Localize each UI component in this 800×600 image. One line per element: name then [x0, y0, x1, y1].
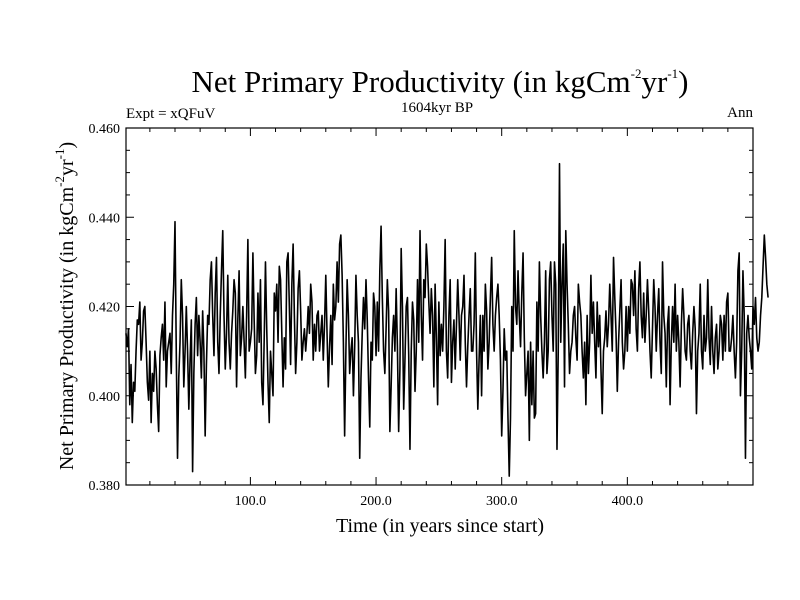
y-axis-ticks: 0.380 0.400 0.420 0.440 0.460: [89, 122, 753, 494]
chart-title-main: Net Primary Productivity (in kgCm: [192, 64, 631, 99]
y-label-exp2: -1: [52, 149, 67, 160]
experiment-label: Expt = xQFuV: [126, 106, 215, 122]
chart-title-end: ): [678, 64, 688, 99]
y-tick-label: 0.400: [89, 390, 121, 405]
y-label-end: ): [56, 142, 78, 149]
season-label: Ann: [727, 105, 753, 121]
chart-title-exp1: -2: [631, 66, 642, 81]
x-tick-label: 100.0: [235, 494, 267, 509]
y-tick-label: 0.420: [89, 301, 121, 316]
chart-title-mid: yr: [641, 64, 668, 99]
x-tick-label: 200.0: [360, 494, 392, 509]
y-tick-label: 0.440: [89, 211, 121, 226]
period-label: 1604kyr BP: [401, 100, 473, 116]
npp-series-line: [125, 162, 769, 477]
x-tick-label: 400.0: [612, 494, 644, 509]
y-tick-label: 0.380: [89, 479, 121, 494]
chart-title-exp2: -1: [667, 66, 678, 81]
y-label-main: Net Primary Productivity (in kgCm: [56, 186, 78, 470]
x-axis-label: Time (in years since start): [336, 515, 544, 537]
y-tick-label: 0.460: [89, 122, 121, 137]
chart-title: Net Primary Productivity (in kgCm-2yr-1): [192, 64, 689, 99]
y-axis-label: Net Primary Productivity (in kgCm-2yr-1): [52, 142, 78, 470]
x-axis-ticks: 100.0 200.0 300.0 400.0: [149, 128, 754, 509]
y-label-mid: yr: [56, 159, 78, 176]
x-tick-label: 300.0: [486, 494, 518, 509]
y-label-exp1: -2: [52, 176, 67, 187]
